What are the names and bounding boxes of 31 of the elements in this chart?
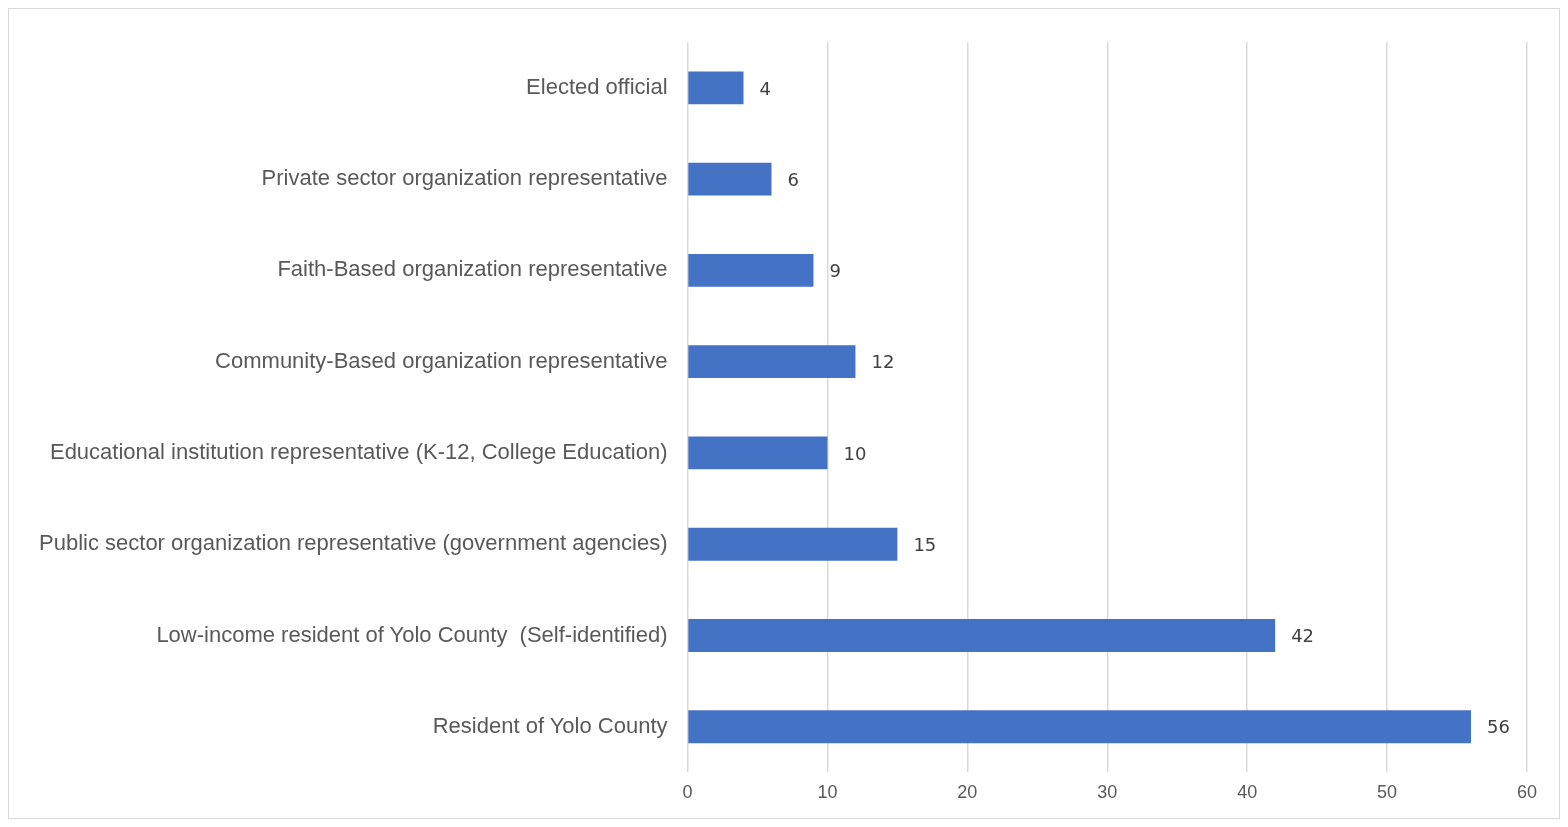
bar (688, 436, 828, 470)
data-label: 6 (787, 168, 799, 190)
y-tick-label: Resident of Yolo County (432, 712, 668, 738)
x-tick-label: 20 (957, 782, 978, 803)
data-label: 15 (913, 533, 937, 555)
y-tick-label: Low-income resident of Yolo County (Self-identified) (156, 621, 668, 647)
x-tick-label: 30 (1097, 782, 1118, 803)
bar (688, 71, 744, 105)
y-tick-label: Elected official (526, 73, 668, 99)
bar (688, 345, 856, 379)
x-tick-label: 50 (1377, 782, 1398, 803)
bar (688, 527, 898, 561)
y-tick-label: Private sector organization representative (261, 165, 668, 191)
y-tick-label: Public sector organization representative (government agencies) (39, 530, 668, 556)
data-label: 42 (1291, 625, 1315, 647)
data-label: 9 (829, 260, 841, 282)
y-tick-label: Faith-Based organization representative (277, 256, 668, 282)
bar (688, 710, 1472, 744)
data-label: 12 (871, 351, 895, 373)
bar (688, 619, 1276, 652)
x-tick-label: 40 (1237, 782, 1258, 803)
bar (688, 162, 772, 196)
bar (688, 253, 814, 287)
x-tick-label: 10 (817, 782, 838, 803)
x-tick-label: 0 (682, 782, 693, 803)
y-tick-label: Educational institution representative (K-12, College Education) (49, 439, 668, 464)
data-label: 4 (759, 77, 771, 99)
data-label: 56 (1487, 716, 1510, 738)
y-tick-label: Community-Based organization representative (215, 347, 668, 373)
data-label: 10 (843, 442, 867, 464)
x-tick-label: 60 (1516, 782, 1538, 803)
